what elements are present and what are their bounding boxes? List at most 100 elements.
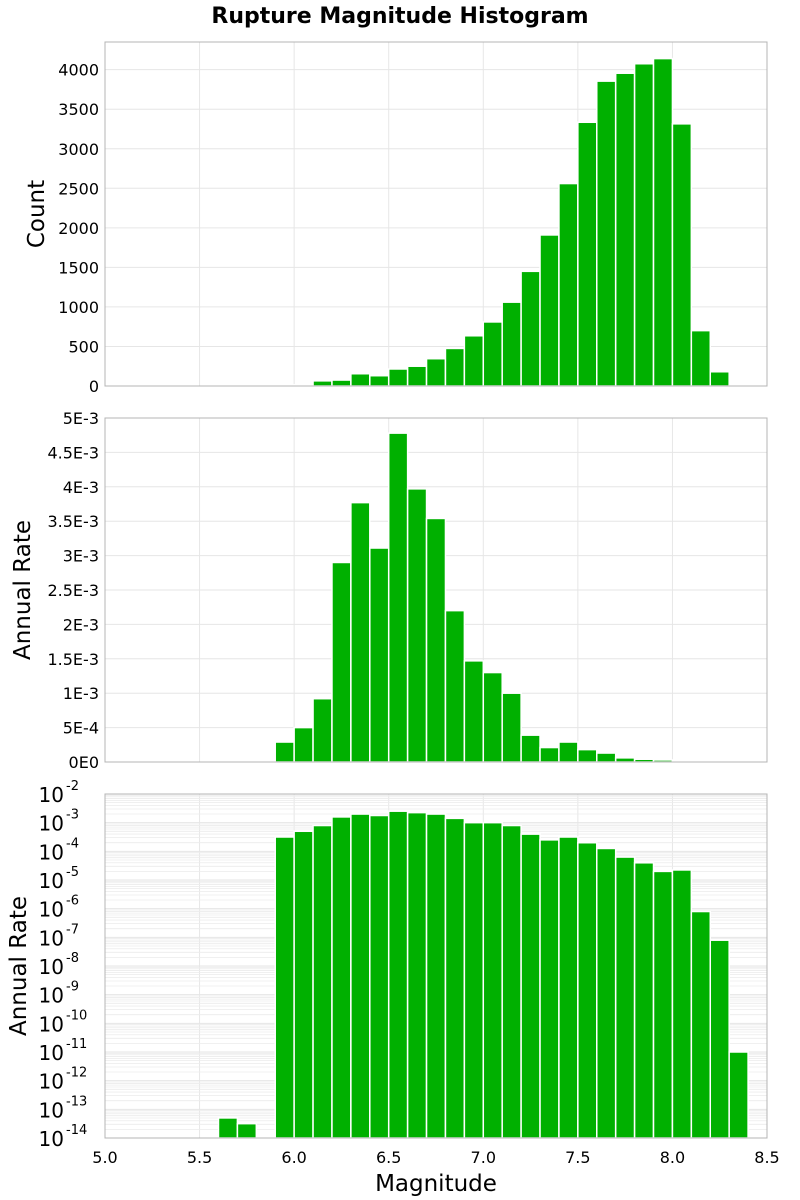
bar	[671, 123, 693, 387]
panel-count: 0 500 1000 1500 2000 2500 3000 3500 4000 Count	[24, 41, 768, 396]
y-tick-exponent: -3	[66, 808, 79, 823]
bar	[274, 741, 295, 763]
bar	[633, 62, 655, 387]
bar	[558, 836, 579, 1139]
bar	[558, 182, 579, 387]
y-tick-label: 4.5E-3	[47, 443, 99, 462]
bar	[312, 380, 333, 387]
y-tick-label: 1.5E-3	[47, 650, 99, 669]
bar	[369, 547, 390, 763]
y-tick-label: 10	[39, 1127, 64, 1151]
y-axis-title: Annual Rate	[10, 520, 36, 660]
y-tick-label: 3000	[58, 140, 99, 159]
bar	[387, 368, 409, 387]
bar	[350, 501, 371, 763]
bar	[501, 824, 522, 1139]
bar	[350, 813, 371, 1139]
y-tick-label: 10	[39, 898, 64, 922]
y-tick-label: 1500	[58, 258, 99, 277]
bar	[369, 814, 390, 1139]
bar	[652, 57, 674, 387]
plot-frame	[104, 41, 768, 387]
plot-frame	[104, 793, 768, 1139]
bar	[652, 870, 674, 1139]
y-tick-label: 10	[39, 869, 64, 893]
bar	[274, 836, 295, 1139]
bar	[482, 821, 503, 1139]
bar	[520, 833, 541, 1139]
bars-rate	[274, 432, 693, 763]
y-tick-exponent: -10	[66, 1008, 87, 1023]
bar	[444, 817, 466, 1139]
y-tick-label: 10	[39, 783, 64, 807]
y-ticks-count: 0 500 1000 1500 2000 2500 3000 3500 4000	[58, 61, 99, 396]
y-tick-label: 10	[39, 926, 64, 950]
bar	[690, 329, 712, 387]
y-axis-title: Annual Rate	[6, 896, 32, 1036]
y-tick-label: 0	[89, 377, 99, 396]
y-tick-exponent: -12	[66, 1066, 87, 1081]
y-tick-exponent: -4	[66, 836, 79, 851]
bar	[425, 517, 447, 763]
bars-log-rate	[217, 810, 749, 1139]
bar	[350, 372, 371, 387]
x-tick-label: 5.0	[92, 1148, 117, 1167]
x-tick-label: 5.5	[187, 1148, 212, 1167]
bar	[614, 72, 636, 387]
bar	[236, 1122, 258, 1139]
bar	[406, 811, 428, 1139]
bar	[482, 321, 503, 387]
bar	[501, 692, 522, 763]
y-tick-label: 5E-3	[63, 409, 99, 428]
y-tick-label: 10	[39, 1070, 64, 1094]
y-tick-label: 2500	[58, 179, 99, 198]
y-tick-label: 10	[39, 955, 64, 979]
bar	[539, 746, 560, 763]
y-tick-label: 10	[39, 1012, 64, 1036]
y-tick-label: 2000	[58, 219, 99, 238]
y-tick-label: 10	[39, 812, 64, 836]
x-tick-label: 8.0	[660, 1148, 685, 1167]
bar	[406, 365, 428, 387]
chart-title: Rupture Magnitude Histogram	[211, 4, 588, 29]
bar	[217, 1117, 239, 1139]
y-tick-label: 3500	[58, 100, 99, 119]
bar	[293, 830, 314, 1139]
bar	[482, 671, 503, 763]
bar	[331, 561, 352, 763]
x-tick-label: 6.5	[376, 1148, 401, 1167]
bar	[577, 748, 598, 763]
bar	[463, 335, 485, 387]
bar	[728, 1051, 749, 1139]
bar	[596, 847, 617, 1139]
bar	[425, 813, 447, 1139]
y-tick-label: 4E-3	[63, 478, 99, 497]
bar	[614, 856, 636, 1139]
bar	[312, 697, 333, 763]
x-axis-title: Magnitude	[375, 1171, 497, 1197]
y-tick-exponent: -5	[66, 865, 79, 880]
bar	[331, 379, 352, 387]
bar	[463, 660, 485, 763]
bar	[387, 432, 409, 763]
y-tick-exponent: -2	[66, 779, 79, 794]
y-tick-label: 0E0	[69, 753, 99, 772]
x-tick-label: 8.5	[754, 1148, 779, 1167]
y-tick-exponent: -7	[66, 922, 79, 937]
panel-rate: 0E0 5E-4 1E-3 1.5E-3 2E-3 2.5E-3 3E-3 3.5E-3 4E-…	[10, 409, 768, 772]
y-tick-label: 5E-4	[63, 719, 99, 738]
bar	[539, 234, 560, 387]
y-tick-label: 2.5E-3	[47, 581, 99, 600]
y-axis-title: Count	[24, 180, 50, 248]
bars-count	[217, 57, 749, 387]
bar	[312, 824, 333, 1139]
bar	[331, 816, 352, 1139]
bar	[709, 371, 730, 387]
x-tick-label: 7.5	[565, 1148, 590, 1167]
bar	[596, 752, 617, 763]
bar	[614, 757, 636, 763]
bar	[406, 488, 428, 763]
